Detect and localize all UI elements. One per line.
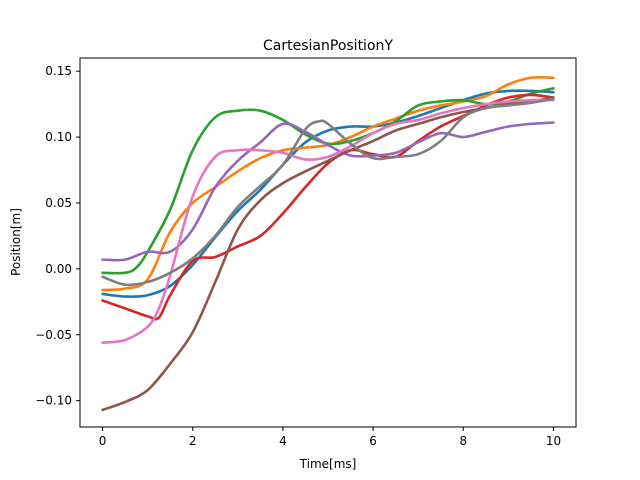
y-tick-label: −0.05 [35,328,72,342]
x-tick-label: 0 [99,434,107,448]
y-tick-label: −0.10 [35,394,72,408]
x-axis: 0 2 4 6 8 10 [99,427,561,448]
x-tick-label: 6 [369,434,377,448]
series-line-8 [101,97,555,287]
series-layer [101,75,555,412]
series-line-7 [101,98,555,344]
x-tick-label: 8 [459,434,467,448]
y-tick-label: 0.15 [45,64,72,78]
y-axis-label: Position[m] [9,208,23,276]
y-tick-label: 0.00 [45,262,72,276]
y-axis: −0.10 −0.05 0.00 0.05 0.10 0.15 [35,64,80,408]
y-tick-label: 0.05 [45,196,72,210]
x-tick-label: 2 [189,434,197,448]
chart-title: CartesianPositionY [263,38,393,54]
plot-frame [79,57,577,428]
x-tick-label: 4 [279,434,287,448]
x-axis-label: Time[ms] [299,457,357,471]
series-line-1 [101,89,555,298]
series-line-3 [101,87,555,275]
y-tick-label: 0.10 [45,130,72,144]
x-tick-label: 10 [546,434,561,448]
